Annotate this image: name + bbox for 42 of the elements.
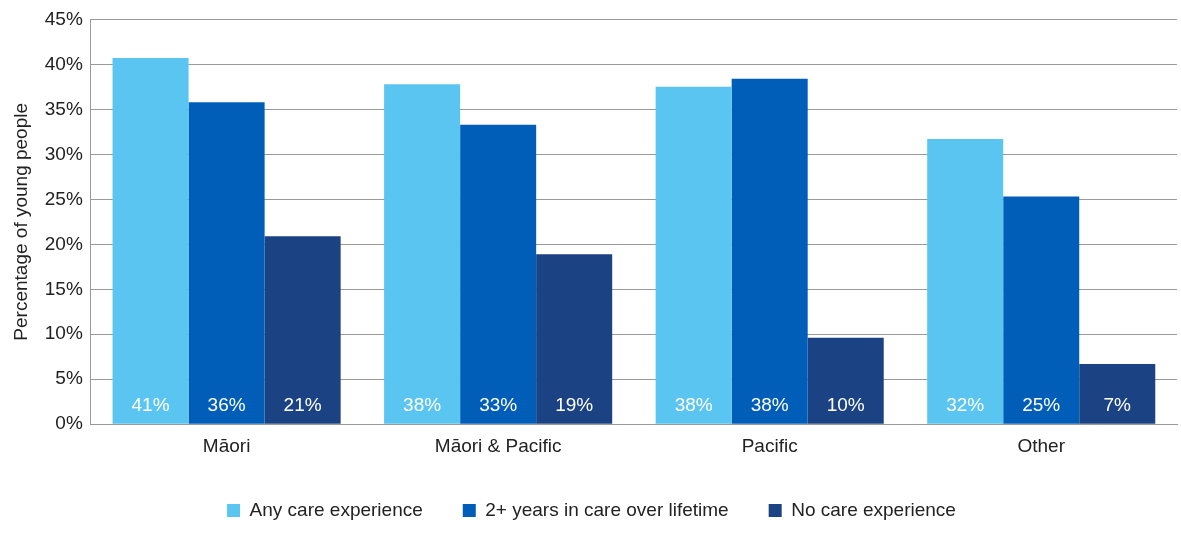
- y-tick-label: 25%: [44, 187, 83, 209]
- y-axis-title: Percentage of young people: [9, 102, 31, 341]
- y-tick-label: 5%: [55, 367, 83, 389]
- bar: [188, 102, 265, 424]
- data-label: 21%: [283, 394, 322, 416]
- data-label: 36%: [207, 394, 246, 416]
- bar: [112, 58, 189, 424]
- y-tick-label: 20%: [44, 232, 83, 254]
- y-tick-label: 35%: [44, 97, 83, 119]
- data-label: 38%: [403, 394, 442, 416]
- data-label: 38%: [750, 394, 789, 416]
- bar: [264, 236, 341, 424]
- legend-label: 2+ years in care over lifetime: [485, 498, 729, 520]
- x-tick-label: Other: [1017, 434, 1066, 456]
- bar: [1079, 363, 1156, 424]
- x-tick-label: Māori & Pacific: [434, 434, 562, 456]
- data-label: 38%: [674, 394, 713, 416]
- bar: [807, 337, 884, 424]
- bar: [460, 124, 537, 424]
- data-label: 25%: [1022, 394, 1061, 416]
- y-tick-label: 40%: [44, 52, 83, 74]
- bar: [731, 78, 808, 424]
- y-tick-label: 45%: [44, 7, 83, 29]
- data-label: 10%: [826, 394, 865, 416]
- bar: [536, 254, 613, 424]
- bar: [655, 86, 732, 424]
- x-tick-label: Pacific: [741, 434, 798, 456]
- bar: [927, 139, 1004, 424]
- data-label: 41%: [131, 394, 170, 416]
- bar: [384, 84, 461, 424]
- legend-label: No care experience: [791, 498, 956, 520]
- legend-label: Any care experience: [249, 498, 423, 520]
- data-label: 33%: [479, 394, 518, 416]
- data-label: 32%: [946, 394, 985, 416]
- data-label: 19%: [555, 394, 594, 416]
- x-tick-label: Māori: [202, 434, 251, 456]
- y-tick-label: 15%: [44, 277, 83, 299]
- data-label: 7%: [1103, 394, 1132, 416]
- y-tick-label: 0%: [55, 412, 83, 434]
- y-tick-label: 10%: [44, 322, 83, 344]
- bar: [1003, 196, 1080, 424]
- y-tick-label: 30%: [44, 142, 83, 164]
